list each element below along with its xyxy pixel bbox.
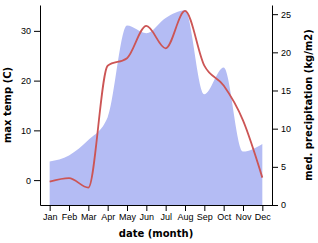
tick-label: Sep [197,212,213,222]
tick-mark [224,205,225,211]
tick: Jun [140,205,155,222]
tick-label: Jan [43,212,58,222]
tick: 10 [272,124,291,134]
tick-mark [108,205,109,211]
tick: Mar [81,205,97,222]
tick-mark [69,205,70,211]
tick-mark [204,205,205,211]
tick-mark [272,129,278,130]
tick-label: Oct [217,212,232,222]
tick: 0 [272,200,286,210]
tick-label: Nov [235,212,252,222]
tick-mark [272,14,278,15]
y2-axis-title: med. precipitation (kg/m2) [303,29,314,181]
tick-mark [272,90,278,91]
precipitation-area [50,10,263,205]
tick-label: 20 [21,76,31,86]
tick-label: Jun [140,212,155,222]
tick: Jul [160,205,172,222]
tick-label: 25 [281,10,291,20]
tick: 25 [272,10,291,20]
tick-mark [243,205,244,211]
plot: Jan FebMar Apr MayJun Jul Aug Sep OctNovDec 0 10 2… [21,6,291,223]
tick-label: 0 [281,200,286,210]
temperature-line [50,11,263,188]
tick-mark [34,81,40,82]
tick: 30 [21,26,40,36]
tick-label: 30 [21,26,31,36]
tick: Dec [255,205,272,222]
tick-label: Mar [81,212,97,222]
axis-line [272,6,273,206]
tick: 20 [21,76,40,86]
tick-mark [88,205,89,211]
chart: Jan FebMar Apr MayJun Jul Aug Sep OctNovDec 0 10 2… [0,0,318,243]
tick-label: 10 [281,124,291,134]
tick: May [119,205,137,222]
y-axis: 0 10 20 30 [21,6,41,206]
tick: 5 [272,162,286,172]
tick-label: May [119,212,137,222]
tick: Oct [217,205,232,222]
tick-label: 0 [26,176,31,186]
y2-axis: 0 5 10 15 20 25 [272,6,291,211]
tick-mark [272,205,278,206]
marks [50,10,263,205]
x-axis: Jan FebMar Apr MayJun Jul Aug Sep OctNovDec [41,205,273,222]
tick-label: Jul [160,212,172,222]
tick-mark [272,52,278,53]
tick: Aug [177,205,193,222]
tick-label: 5 [281,162,286,172]
tick: Nov [235,205,252,222]
tick: 15 [272,86,291,96]
tick-mark [34,180,40,181]
tick: Feb [62,205,78,222]
tick: 0 [26,176,40,186]
y-axis-title: max temp (C) [2,67,13,143]
axis-line [41,205,273,206]
tick: Apr [101,205,115,222]
tick-mark [262,205,263,211]
tick: Sep [197,205,213,222]
tick-label: Dec [255,212,272,222]
tick-label: 20 [281,48,291,58]
tick-label: 10 [21,126,31,136]
tick-mark [166,205,167,211]
tick-mark [34,31,40,32]
x-axis-title: date (month) [119,228,193,239]
tick-mark [185,205,186,211]
tick-mark [50,205,51,211]
tick-mark [272,167,278,168]
tick: Jan [43,205,58,222]
tick-label: Aug [177,212,193,222]
tick: 20 [272,48,291,58]
axis-line [40,6,41,206]
tick-label: Feb [62,212,78,222]
tick: 10 [21,126,40,136]
tick-mark [127,205,128,211]
tick-mark [34,130,40,131]
tick-label: Apr [101,212,115,222]
tick-mark [146,205,147,211]
tick-label: 15 [281,86,291,96]
